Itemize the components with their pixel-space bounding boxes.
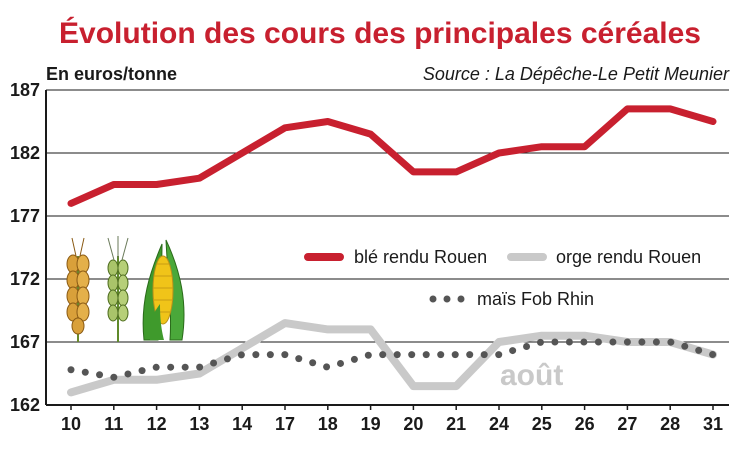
mais-point	[565, 338, 573, 346]
series-lines	[67, 105, 717, 397]
mais-point	[81, 368, 89, 376]
y-tick-label: 162	[10, 395, 40, 415]
mais-point	[551, 338, 559, 346]
mais-point	[124, 370, 132, 378]
x-tick-label: 21	[446, 414, 466, 434]
barley-ear-icon	[107, 236, 129, 342]
mais-point	[609, 338, 617, 346]
x-tick-label: 31	[703, 414, 723, 434]
y-axis-unit: En euros/tonne	[46, 64, 177, 84]
mais-point	[466, 351, 474, 359]
mais-point	[536, 338, 544, 346]
mais-point	[695, 346, 703, 354]
mais-point	[638, 338, 646, 346]
mais-point	[580, 338, 588, 346]
mais-point	[336, 359, 344, 367]
mais-point	[309, 359, 317, 367]
mais-point	[167, 363, 175, 371]
corn-cob-icon	[142, 239, 185, 341]
mais-point	[364, 351, 372, 359]
x-tick-label: 11	[104, 414, 123, 434]
wheat-ear-icon	[66, 237, 90, 342]
mais-point	[281, 351, 289, 359]
mais-point	[67, 366, 75, 374]
legend-label-mais: maïs Fob Rhin	[477, 289, 594, 309]
mais-point	[422, 351, 430, 359]
month-annotation: août	[500, 359, 563, 392]
x-tick-labels: 10 11 12 13 14 17 18 19 20 21 24 25 26 27 28 31	[61, 405, 723, 434]
x-tick-label: 20	[403, 414, 423, 434]
mais-point	[667, 338, 675, 346]
mais-point	[379, 351, 387, 359]
legend-label-orge: orge rendu Rouen	[556, 247, 701, 267]
x-tick-label: 28	[660, 414, 680, 434]
mais-point	[509, 347, 517, 355]
mais-point	[393, 351, 401, 359]
legend-label-ble: blé rendu Rouen	[354, 247, 487, 267]
x-tick-label: 17	[275, 414, 295, 434]
source-label: Source : La Dépêche-Le Petit Meunier	[423, 64, 730, 84]
mais-point	[623, 338, 631, 346]
y-tick-label: 177	[10, 206, 40, 226]
mais-point	[152, 363, 160, 371]
x-tick-label: 14	[232, 414, 252, 434]
x-tick-label: 13	[189, 414, 209, 434]
mais-point	[252, 351, 260, 359]
mais-point	[181, 363, 189, 371]
series-mais	[67, 338, 717, 381]
x-tick-label: 12	[147, 414, 167, 434]
y-tick-labels: 187 182 177 172 167 162	[10, 80, 40, 415]
legend-swatch-mais	[429, 295, 465, 303]
x-tick-label: 24	[489, 414, 509, 434]
series-ble-line	[67, 105, 717, 207]
mais-point	[295, 355, 303, 363]
series-orge-line	[67, 319, 717, 397]
x-tick-label: 10	[61, 414, 81, 434]
mais-point	[323, 363, 331, 371]
mais-point	[266, 351, 274, 359]
chart-title: Évolution des cours des principales céré…	[59, 16, 701, 50]
x-tick-label: 18	[318, 414, 338, 434]
mais-point	[451, 351, 459, 359]
mais-point	[594, 338, 602, 346]
mais-point	[523, 342, 531, 350]
mais-point	[110, 373, 118, 381]
y-tick-label: 182	[10, 143, 40, 163]
mais-point	[437, 351, 445, 359]
x-tick-label: 27	[617, 414, 637, 434]
x-tick-label: 26	[575, 414, 595, 434]
x-tick-label: 25	[532, 414, 552, 434]
mais-point	[495, 351, 503, 359]
y-tick-label: 187	[10, 80, 40, 100]
mais-point	[652, 338, 660, 346]
mais-point	[223, 355, 231, 363]
mais-point	[709, 350, 717, 358]
y-tick-label: 172	[10, 269, 40, 289]
mais-point	[210, 359, 218, 367]
mais-point	[96, 371, 104, 379]
mais-point	[237, 351, 245, 359]
mais-point	[408, 351, 416, 359]
mais-point	[196, 363, 204, 371]
mais-point	[681, 342, 689, 350]
y-tick-label: 167	[10, 332, 40, 352]
x-tick-label: 19	[361, 414, 381, 434]
mais-point	[480, 351, 488, 359]
mais-point	[350, 355, 358, 363]
mais-point	[138, 367, 146, 375]
